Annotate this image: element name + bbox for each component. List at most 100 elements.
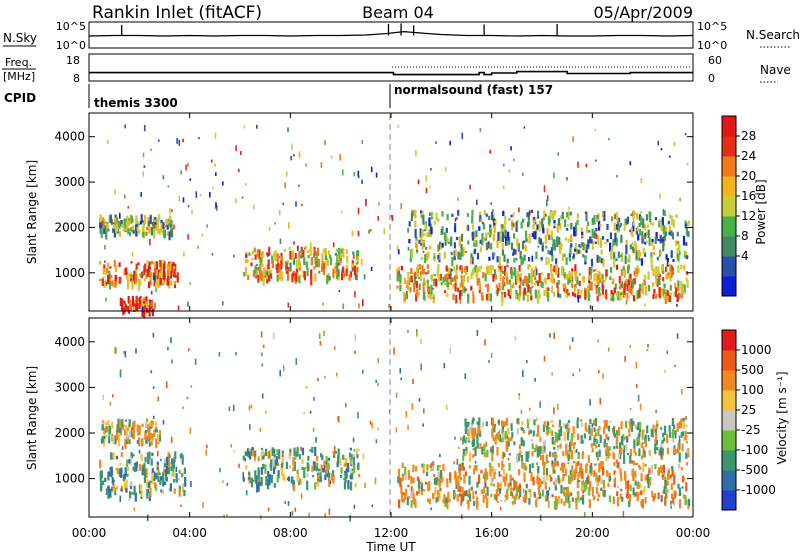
velocity-cell — [115, 485, 118, 490]
colorbar-segment — [722, 116, 736, 137]
velocity-cell — [147, 458, 150, 465]
power-cell — [647, 271, 650, 280]
power-noise-cell — [358, 303, 360, 309]
power-cell — [528, 273, 531, 284]
velocity-cell — [144, 431, 147, 440]
velocity-cell — [601, 465, 605, 476]
velocity-noise-cell — [351, 459, 353, 465]
power-noise-cell — [285, 171, 288, 177]
power-cell — [519, 281, 522, 285]
velocity-cell — [565, 443, 568, 452]
velocity-cell — [484, 473, 487, 483]
power-noise-cell — [187, 234, 189, 240]
velocity-cell — [107, 491, 110, 499]
colorbar-segment — [722, 216, 736, 237]
power-noise-cell — [479, 127, 482, 132]
power-cell — [516, 292, 519, 300]
power-noise-cell — [290, 156, 292, 161]
power-cell — [482, 271, 485, 279]
velocity-cell — [602, 480, 605, 485]
velocity-cell — [476, 433, 479, 442]
power-cell — [422, 268, 426, 275]
velocity-cell — [140, 453, 143, 458]
velocity-cell — [517, 485, 520, 489]
power-cell — [489, 228, 492, 238]
velocity-noise-cell — [128, 498, 130, 501]
power-cell — [647, 229, 650, 238]
power-noise-cell — [608, 138, 610, 141]
power-noise-cell — [461, 132, 464, 140]
power-cell — [663, 234, 666, 241]
velocity-noise-cell — [660, 451, 663, 458]
velocity-noise-cell — [539, 401, 541, 408]
velocity-noise-cell — [377, 382, 379, 387]
power-cell — [459, 252, 462, 260]
power-noise-cell — [375, 172, 378, 178]
velocity-cell — [546, 425, 549, 430]
power-cell — [423, 240, 426, 244]
velocity-cell — [554, 477, 557, 486]
power-cell — [616, 264, 619, 270]
power-cell — [479, 246, 482, 253]
velocity-noise-cell — [124, 351, 127, 358]
power-noise-cell — [357, 175, 360, 179]
power-noise-cell — [191, 209, 193, 215]
velocity-cell — [652, 424, 655, 433]
velocity-cell — [332, 451, 335, 456]
velocity-cell — [478, 425, 481, 434]
velocity-cell — [273, 466, 276, 475]
power-cell — [518, 295, 521, 301]
velocity-cell — [247, 476, 250, 480]
velocity-noise-cell — [625, 493, 628, 498]
velocity-cell — [502, 433, 505, 442]
velocity-cell — [110, 452, 113, 460]
power-cell — [492, 233, 495, 241]
velocity-cell — [249, 448, 252, 456]
power-noise-cell — [595, 159, 597, 162]
velocity-cell — [149, 487, 152, 498]
power-noise-cell — [362, 299, 364, 307]
velocity-noise-cell — [548, 501, 550, 508]
velocity-cell — [486, 471, 489, 480]
power-cell — [474, 248, 477, 254]
velocity-cell — [292, 467, 295, 472]
power-cell — [566, 224, 570, 227]
colorbar-tick-label: -25 — [741, 423, 761, 437]
power-cell — [523, 254, 526, 261]
velocity-cell — [655, 439, 658, 446]
power-cell — [337, 255, 340, 261]
power-noise-cell — [378, 202, 380, 206]
power-noise-cell — [629, 161, 632, 166]
velocity-cell — [496, 447, 499, 456]
velocity-noise-cell — [362, 369, 364, 374]
velocity-cell — [545, 490, 549, 495]
velocity-cell — [623, 471, 626, 477]
velocity-cell — [464, 490, 467, 497]
velocity-noise-cell — [115, 347, 117, 354]
power-cell — [687, 220, 691, 225]
velocity-cell — [298, 454, 301, 460]
velocity-noise-cell — [238, 463, 240, 468]
velocity-cell — [109, 466, 112, 471]
velocity-cell — [500, 420, 503, 426]
power-noise-cell — [445, 167, 447, 172]
velocity-cell — [431, 465, 434, 471]
power-cell — [129, 274, 132, 277]
colorbar-tick-label: 16 — [741, 189, 756, 203]
power-cell — [430, 284, 433, 295]
power-cell — [113, 259, 116, 268]
velocity-cell — [108, 471, 111, 477]
power-cell — [556, 223, 559, 233]
power-cell — [618, 217, 621, 222]
velocity-cell — [138, 437, 141, 447]
velocity-noise-cell — [511, 478, 513, 481]
velocity-cell — [575, 462, 578, 471]
velocity-cell — [680, 466, 683, 471]
velocity-cell — [458, 471, 461, 479]
power-cell — [248, 252, 251, 256]
velocity-cell — [482, 474, 485, 480]
power-cell — [454, 282, 457, 292]
power-cell — [461, 251, 464, 257]
freq-tick-high: 18 — [66, 54, 80, 67]
velocity-noise-cell — [449, 347, 452, 354]
